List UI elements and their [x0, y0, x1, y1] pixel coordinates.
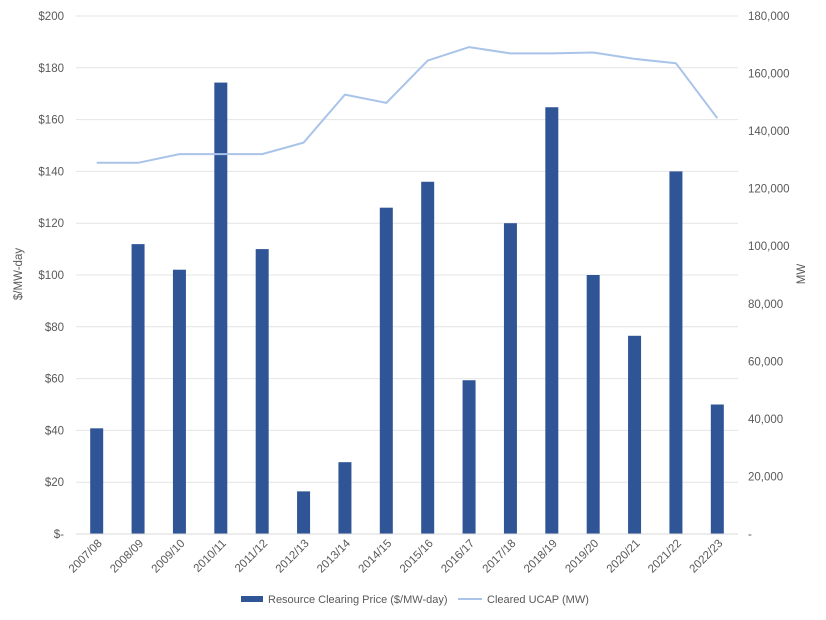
x-tick-label: 2011/12	[233, 538, 270, 575]
legend: Resource Clearing Price ($/MW-day) Clear…	[241, 594, 589, 606]
x-tick-label: 2021/22	[646, 538, 684, 576]
y-tick-label-left: $80	[45, 322, 64, 334]
y-tick-label-right: 120,000	[748, 184, 790, 196]
y-axis-left-title: $/MW-day	[13, 248, 25, 300]
y-tick-label-right: 60,000	[748, 356, 783, 368]
y-tick-label-left: $200	[38, 11, 64, 23]
bar	[503, 223, 517, 534]
bar-series	[90, 82, 724, 534]
y-tick-label-left: $40	[45, 425, 64, 437]
bar	[669, 171, 683, 534]
x-tick-label: 2018/19	[522, 538, 560, 576]
y-tick-label-left: $60	[45, 374, 64, 386]
y-tick-label-right: 20,000	[748, 471, 783, 483]
y-tick-label-left: $180	[38, 63, 64, 75]
bar	[545, 107, 559, 534]
bar	[172, 269, 186, 534]
bar	[90, 428, 104, 534]
y-tick-label-left: $100	[38, 270, 64, 282]
x-tick-label: 2014/15	[357, 538, 395, 576]
x-tick-label: 2016/17	[439, 538, 477, 576]
bar	[214, 82, 228, 534]
bar	[297, 491, 311, 534]
line-series-cleared-ucap	[96, 46, 719, 164]
y-tick-label-right: -	[748, 529, 752, 541]
bar	[338, 462, 352, 534]
x-tick-label: 2015/16	[398, 538, 436, 576]
legend-swatch-bar	[241, 596, 263, 602]
legend-label-bar: Resource Clearing Price ($/MW-day)	[268, 594, 448, 606]
bar	[379, 207, 393, 534]
x-tick-label: 2019/20	[563, 538, 601, 576]
legend-label-line: Cleared UCAP (MW)	[487, 594, 589, 606]
y-tick-label-left: $20	[45, 477, 64, 489]
y-axis-right-ticks: - 20,000 40,000 60,000 80,000 100,000 120,000 1…	[748, 11, 790, 541]
gridlines	[76, 15, 738, 483]
bar	[255, 249, 269, 534]
x-tick-label: 2007/08	[67, 538, 105, 576]
x-tick-label: 2012/13	[274, 538, 312, 576]
y-tick-label-left: $-	[54, 529, 64, 541]
bar	[710, 404, 724, 534]
x-axis-ticks: 2007/08 2008/09 2009/10 2010/11 2011/12 2012/…	[67, 537, 726, 575]
y-axis-right-title: MW	[796, 264, 808, 285]
x-tick-label: 2008/09	[108, 538, 146, 576]
y-tick-label-right: 40,000	[748, 414, 783, 426]
bar	[131, 244, 145, 534]
y-tick-label-left: $120	[38, 218, 64, 230]
y-axis-left-ticks: $- $20 $40 $60 $80 $100 $120 $140 $160 $180 $200	[38, 11, 64, 541]
y-tick-label-left: $160	[38, 115, 64, 127]
x-tick-label: 2010/11	[192, 538, 229, 575]
x-tick-label: 2009/10	[150, 538, 188, 576]
y-tick-label-right: 160,000	[748, 69, 790, 81]
x-tick-label: 2013/14	[315, 537, 353, 575]
y-tick-label-right: 80,000	[748, 299, 783, 311]
y-tick-label-left: $140	[38, 166, 64, 178]
y-tick-label-right: 100,000	[748, 241, 790, 253]
x-tick-label: 2017/18	[481, 538, 519, 576]
bar	[462, 380, 476, 534]
x-tick-label: 2020/21	[605, 538, 643, 576]
bar	[586, 275, 600, 534]
bar	[628, 335, 642, 534]
y-tick-label-right: 180,000	[748, 11, 790, 23]
bar	[421, 181, 435, 534]
x-tick-label: 2022/23	[688, 538, 726, 576]
y-tick-label-right: 140,000	[748, 126, 790, 138]
